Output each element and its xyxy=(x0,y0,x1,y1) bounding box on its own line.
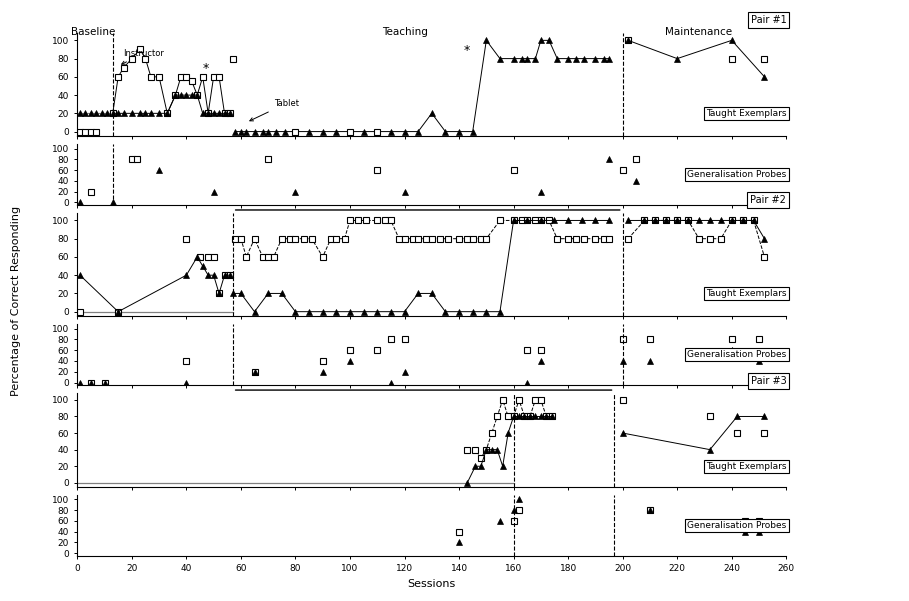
Text: Taught Exemplars: Taught Exemplars xyxy=(705,109,786,118)
Text: Pair #1: Pair #1 xyxy=(751,15,786,25)
Text: Pair #2: Pair #2 xyxy=(751,195,786,205)
Text: Taught Exemplars: Taught Exemplars xyxy=(705,289,786,298)
Text: Maintenance: Maintenance xyxy=(665,26,733,37)
Text: Instructor: Instructor xyxy=(122,49,165,64)
Text: Generalisation Probes: Generalisation Probes xyxy=(687,350,786,359)
Text: Percentage of Correct Responding: Percentage of Correct Responding xyxy=(11,206,21,395)
X-axis label: Sessions: Sessions xyxy=(407,579,456,589)
Text: *: * xyxy=(203,63,208,75)
Text: *: * xyxy=(464,44,470,57)
Text: Generalisation Probes: Generalisation Probes xyxy=(687,521,786,530)
Text: Baseline: Baseline xyxy=(72,26,115,37)
Text: Teaching: Teaching xyxy=(382,26,427,37)
Text: Tablet: Tablet xyxy=(250,99,299,121)
Text: Generalisation Probes: Generalisation Probes xyxy=(687,170,786,179)
Text: Taught Exemplars: Taught Exemplars xyxy=(705,462,786,471)
Text: Pair #3: Pair #3 xyxy=(751,376,786,386)
